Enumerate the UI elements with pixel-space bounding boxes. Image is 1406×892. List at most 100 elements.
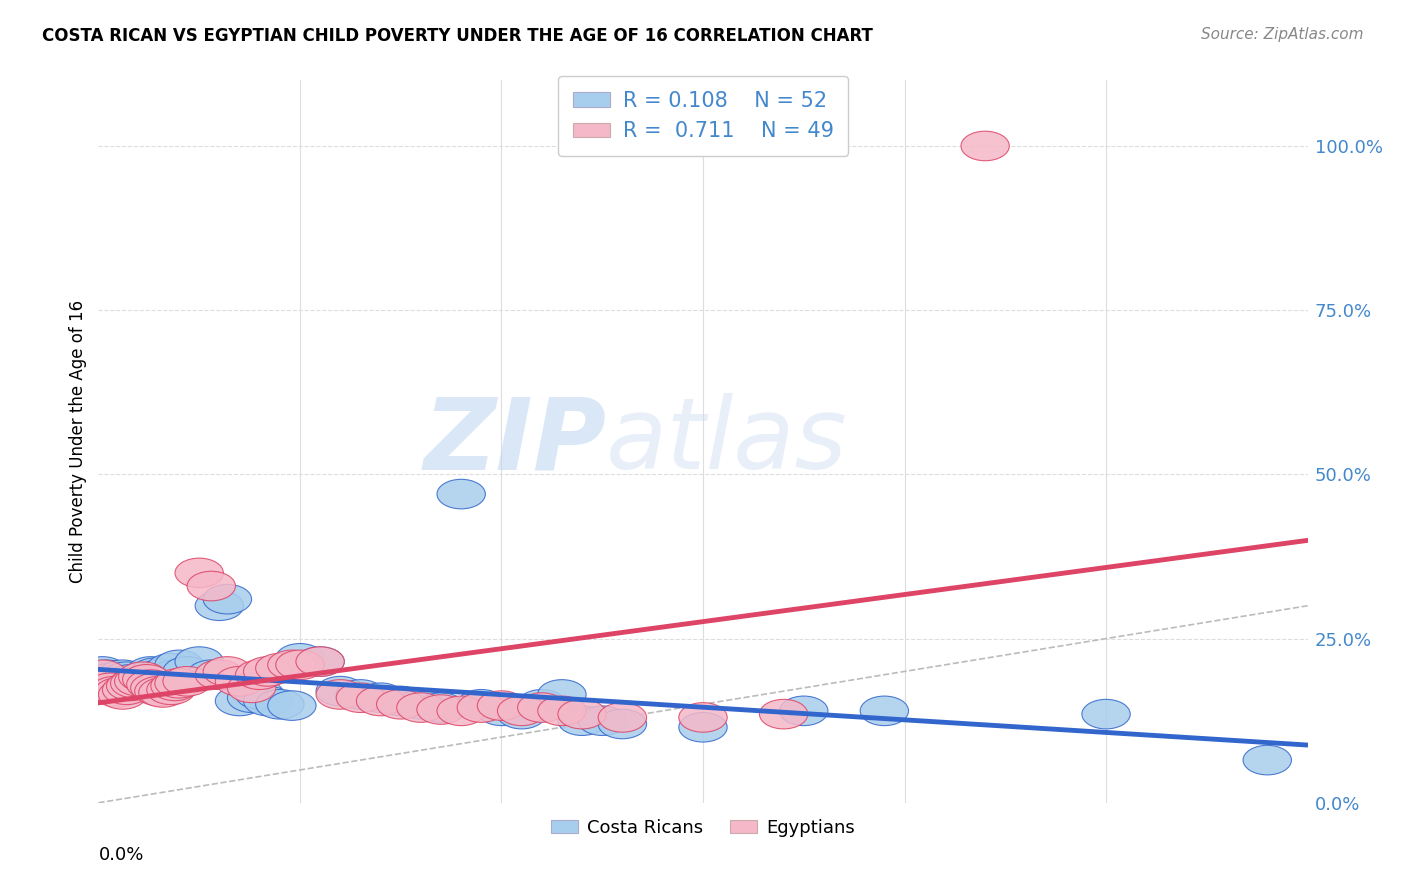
Ellipse shape	[336, 680, 385, 709]
Ellipse shape	[457, 693, 506, 723]
Ellipse shape	[243, 657, 292, 686]
Ellipse shape	[396, 693, 446, 723]
Ellipse shape	[127, 670, 174, 699]
Ellipse shape	[83, 660, 131, 690]
Ellipse shape	[79, 657, 127, 686]
Y-axis label: Child Poverty Under the Age of 16: Child Poverty Under the Age of 16	[69, 300, 87, 583]
Ellipse shape	[537, 696, 586, 725]
Ellipse shape	[94, 670, 143, 699]
Ellipse shape	[163, 657, 211, 686]
Ellipse shape	[437, 696, 485, 725]
Ellipse shape	[90, 666, 139, 696]
Ellipse shape	[396, 690, 446, 719]
Ellipse shape	[195, 660, 243, 690]
Ellipse shape	[86, 673, 135, 703]
Ellipse shape	[215, 666, 264, 696]
Ellipse shape	[150, 671, 200, 700]
Ellipse shape	[122, 665, 172, 694]
Ellipse shape	[135, 660, 183, 690]
Ellipse shape	[356, 683, 405, 713]
Ellipse shape	[146, 675, 195, 705]
Ellipse shape	[103, 675, 150, 705]
Ellipse shape	[267, 690, 316, 721]
Text: atlas: atlas	[606, 393, 848, 490]
Ellipse shape	[146, 653, 195, 683]
Ellipse shape	[215, 686, 264, 715]
Ellipse shape	[578, 706, 627, 736]
Ellipse shape	[498, 699, 546, 729]
Ellipse shape	[90, 676, 139, 706]
Ellipse shape	[139, 665, 187, 694]
Ellipse shape	[1081, 699, 1130, 729]
Ellipse shape	[118, 662, 167, 691]
Ellipse shape	[204, 584, 252, 614]
Ellipse shape	[498, 696, 546, 725]
Ellipse shape	[243, 686, 292, 715]
Ellipse shape	[537, 680, 586, 709]
Legend: Costa Ricans, Egyptians: Costa Ricans, Egyptians	[544, 812, 862, 845]
Ellipse shape	[598, 703, 647, 732]
Ellipse shape	[111, 668, 159, 698]
Ellipse shape	[267, 650, 316, 680]
Ellipse shape	[558, 706, 606, 736]
Ellipse shape	[139, 678, 187, 707]
Ellipse shape	[111, 668, 159, 698]
Ellipse shape	[114, 666, 163, 696]
Ellipse shape	[517, 693, 567, 723]
Ellipse shape	[204, 657, 252, 686]
Ellipse shape	[598, 709, 647, 739]
Ellipse shape	[174, 647, 224, 676]
Ellipse shape	[86, 664, 135, 693]
Ellipse shape	[228, 683, 276, 713]
Ellipse shape	[155, 668, 204, 698]
Ellipse shape	[276, 643, 325, 673]
Text: Source: ZipAtlas.com: Source: ZipAtlas.com	[1201, 27, 1364, 42]
Ellipse shape	[517, 690, 567, 719]
Ellipse shape	[477, 690, 526, 721]
Ellipse shape	[256, 653, 304, 683]
Ellipse shape	[127, 657, 174, 686]
Ellipse shape	[1243, 746, 1292, 775]
Ellipse shape	[960, 131, 1010, 161]
Ellipse shape	[118, 673, 167, 703]
Ellipse shape	[416, 693, 465, 723]
Ellipse shape	[295, 647, 344, 676]
Ellipse shape	[107, 665, 155, 694]
Ellipse shape	[131, 673, 179, 703]
Ellipse shape	[759, 699, 808, 729]
Ellipse shape	[336, 683, 385, 713]
Ellipse shape	[256, 690, 304, 719]
Ellipse shape	[131, 658, 179, 688]
Ellipse shape	[163, 666, 211, 696]
Ellipse shape	[150, 660, 200, 690]
Ellipse shape	[135, 676, 183, 706]
Ellipse shape	[98, 680, 146, 709]
Ellipse shape	[174, 558, 224, 588]
Ellipse shape	[155, 650, 204, 680]
Ellipse shape	[295, 647, 344, 676]
Ellipse shape	[107, 671, 155, 700]
Ellipse shape	[437, 479, 485, 508]
Ellipse shape	[377, 690, 425, 719]
Ellipse shape	[98, 660, 146, 690]
Ellipse shape	[860, 696, 908, 725]
Text: 0.0%: 0.0%	[98, 847, 143, 864]
Ellipse shape	[122, 666, 172, 696]
Ellipse shape	[114, 671, 163, 700]
Text: COSTA RICAN VS EGYPTIAN CHILD POVERTY UNDER THE AGE OF 16 CORRELATION CHART: COSTA RICAN VS EGYPTIAN CHILD POVERTY UN…	[42, 27, 873, 45]
Ellipse shape	[316, 676, 364, 706]
Ellipse shape	[477, 696, 526, 725]
Text: ZIP: ZIP	[423, 393, 606, 490]
Ellipse shape	[94, 678, 143, 707]
Ellipse shape	[187, 571, 235, 601]
Ellipse shape	[779, 696, 828, 725]
Ellipse shape	[83, 670, 131, 699]
Ellipse shape	[235, 660, 284, 690]
Ellipse shape	[457, 690, 506, 719]
Ellipse shape	[235, 680, 284, 709]
Ellipse shape	[228, 673, 276, 703]
Ellipse shape	[79, 660, 127, 690]
Ellipse shape	[356, 686, 405, 715]
Ellipse shape	[416, 695, 465, 724]
Ellipse shape	[103, 662, 150, 691]
